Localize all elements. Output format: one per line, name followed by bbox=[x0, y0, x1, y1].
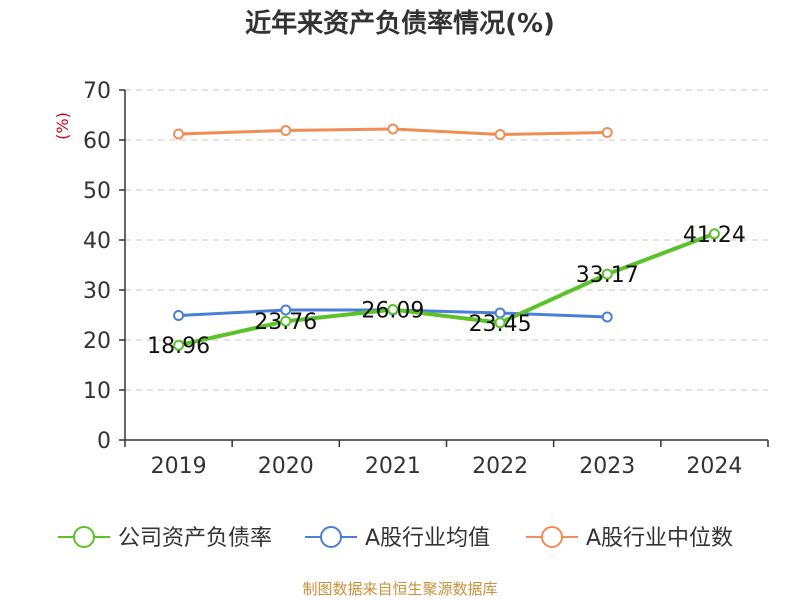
legend-label: A股行业均值 bbox=[365, 526, 490, 551]
x-tick-label: 2020 bbox=[258, 454, 314, 479]
y-tick-label: 0 bbox=[97, 429, 111, 454]
data-labels: 18.96 23.76 26.09 23.45 33.17 41.24 bbox=[147, 223, 746, 359]
chart-title: 近年来资产负债率情况(%) bbox=[245, 8, 555, 39]
x-tick-label: 2022 bbox=[472, 454, 528, 479]
y-tick-label: 20 bbox=[83, 329, 111, 354]
legend-label: 公司资产负债率 bbox=[118, 526, 272, 551]
data-point bbox=[173, 339, 185, 351]
data-point bbox=[173, 128, 185, 140]
legend: 公司资产负债率 A股行业均值 A股行业中位数 bbox=[58, 526, 733, 551]
data-point bbox=[173, 310, 185, 321]
data-label: 23.45 bbox=[469, 312, 532, 337]
y-axis-label: (%) bbox=[53, 112, 72, 140]
data-label: 18.96 bbox=[147, 334, 210, 359]
y-tick-label: 70 bbox=[83, 79, 111, 104]
data-point bbox=[494, 129, 506, 140]
data-point bbox=[280, 304, 292, 316]
legend-item: 公司资产负债率 bbox=[58, 526, 272, 551]
y-tick-label: 60 bbox=[83, 129, 111, 154]
series-line bbox=[176, 231, 717, 348]
data-point bbox=[280, 125, 292, 136]
data-point bbox=[494, 317, 506, 329]
data-point bbox=[601, 127, 613, 138]
data-label: 26.09 bbox=[361, 299, 424, 324]
x-tick-label: 2024 bbox=[686, 454, 742, 479]
legend-marker bbox=[73, 526, 95, 548]
data-point bbox=[280, 315, 292, 327]
data-point bbox=[601, 268, 613, 280]
legend-item: A股行业均值 bbox=[305, 526, 490, 551]
x-tick-label: 2021 bbox=[365, 454, 421, 479]
y-tick-label: 10 bbox=[83, 379, 111, 404]
data-point bbox=[387, 304, 399, 316]
source-note: 制图数据来自恒生聚源数据库 bbox=[302, 580, 497, 598]
data-label: 41.24 bbox=[683, 223, 746, 248]
grid bbox=[125, 89, 768, 391]
data-point bbox=[601, 311, 613, 323]
legend-marker bbox=[320, 526, 342, 548]
y-tick-label: 30 bbox=[83, 279, 111, 304]
legend-label: A股行业中位数 bbox=[586, 526, 733, 551]
data-point bbox=[708, 228, 720, 240]
x-tick-label: 2023 bbox=[579, 454, 635, 479]
data-label: 33.17 bbox=[576, 263, 639, 288]
legend-item: A股行业中位数 bbox=[526, 526, 733, 551]
y-tick-label: 50 bbox=[83, 179, 111, 204]
legend-marker bbox=[541, 526, 563, 548]
axes: 0 10 20 30 40 50 60 70 2019 2020 2021 2022 2023 2024 bbox=[83, 79, 769, 479]
data-point bbox=[387, 123, 399, 135]
data-label: 23.76 bbox=[254, 310, 317, 335]
y-tick-label: 40 bbox=[83, 229, 111, 254]
x-tick-label: 2019 bbox=[151, 454, 207, 479]
series-lines bbox=[173, 123, 720, 351]
